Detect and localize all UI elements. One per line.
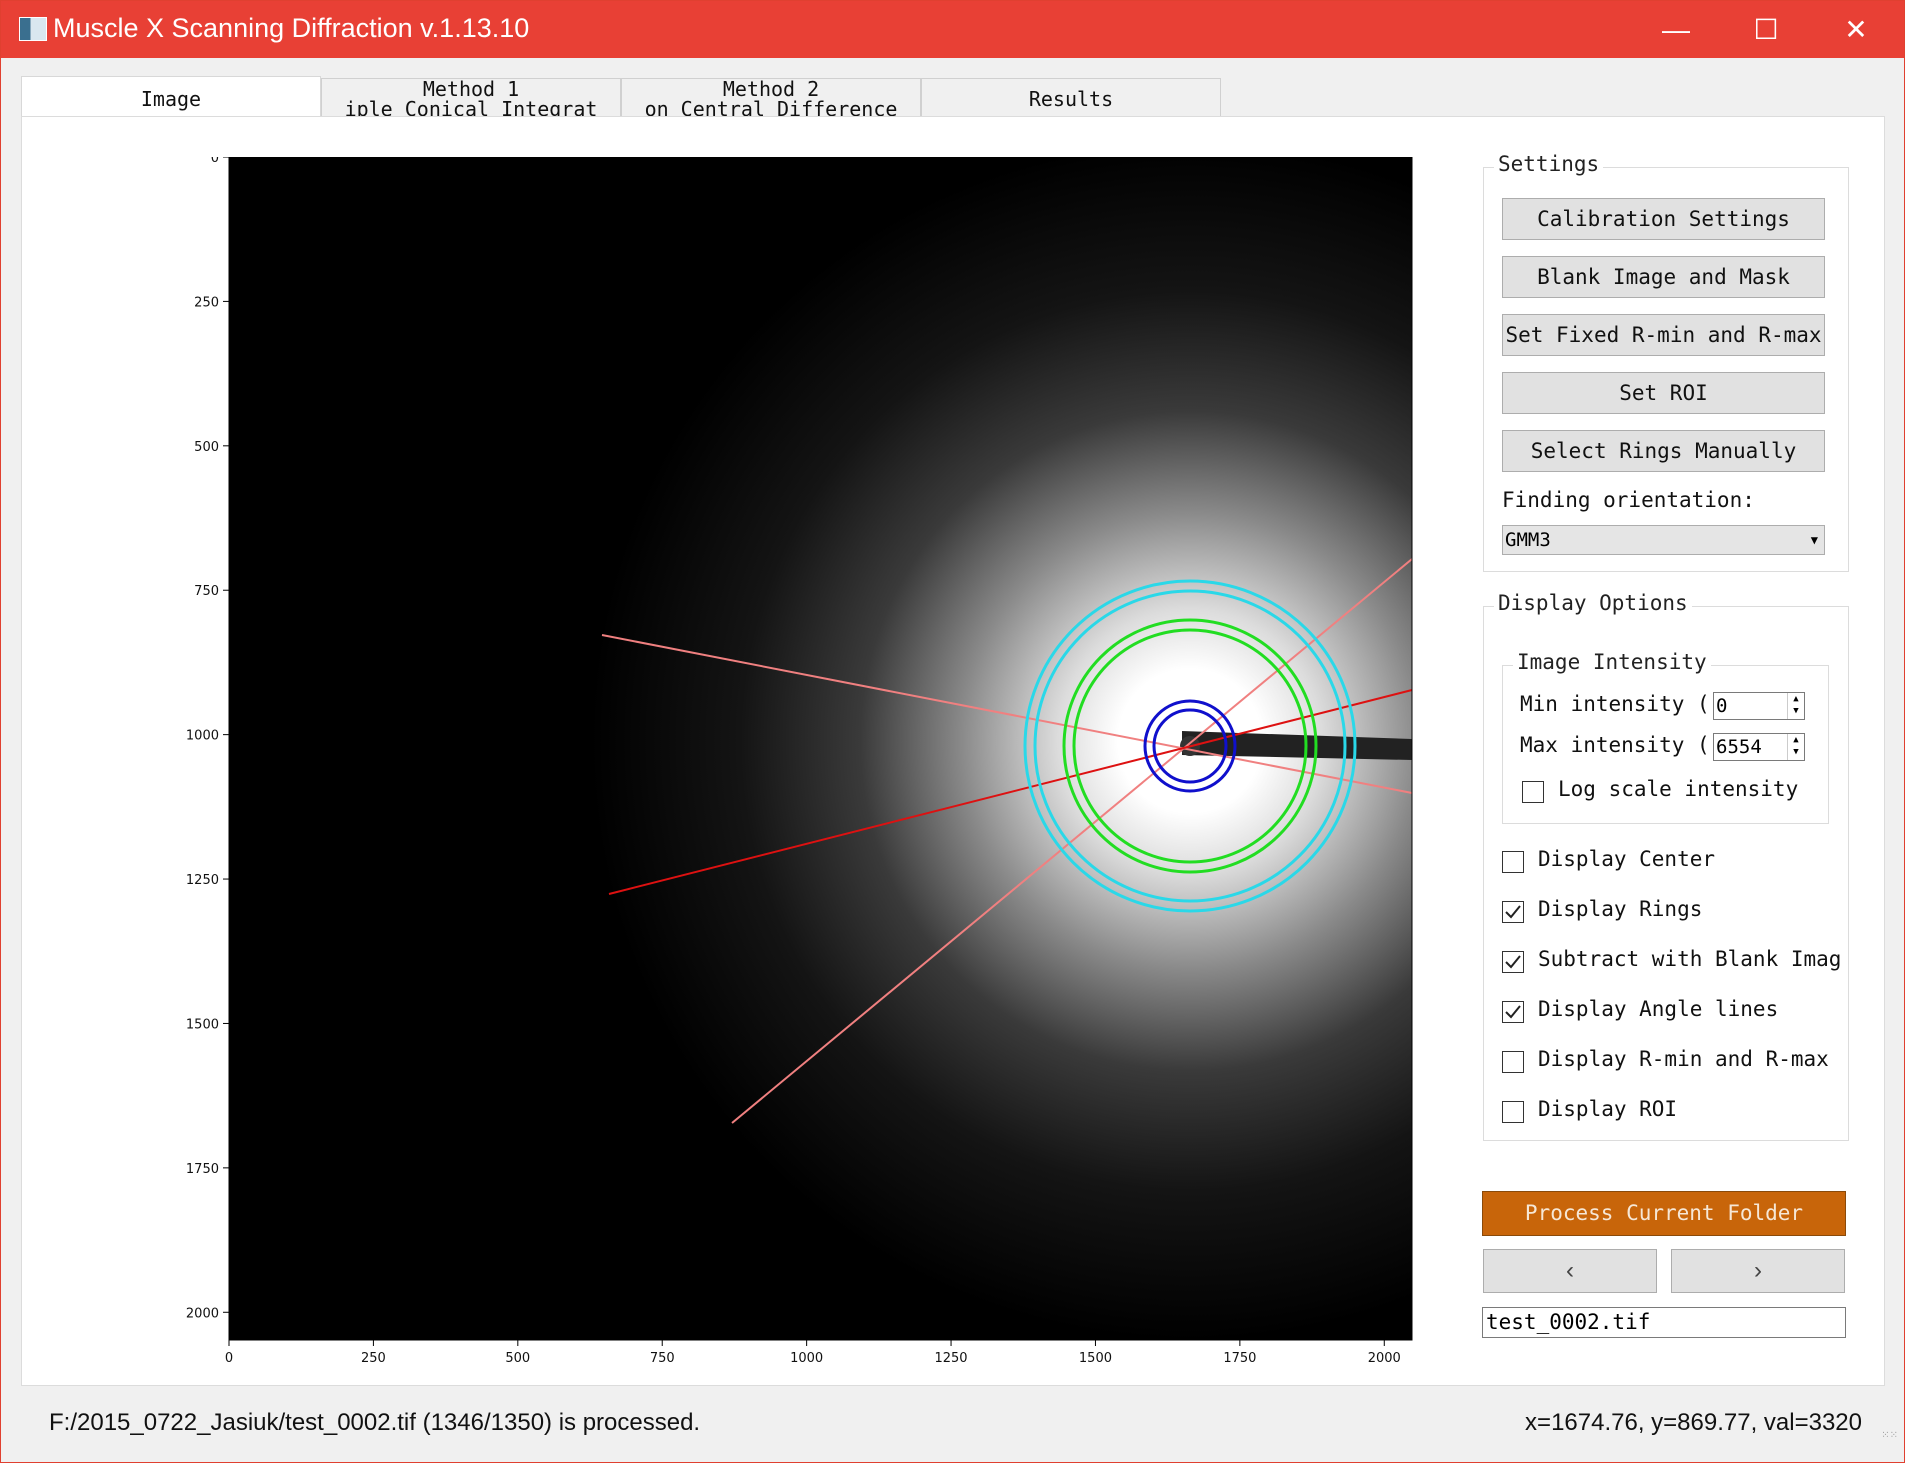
chevron-right-icon: › xyxy=(1754,1257,1762,1284)
y-tick-label: 2000 xyxy=(186,1306,219,1321)
max-intensity-value: 6554 xyxy=(1716,736,1762,758)
tab-image[interactable]: Image xyxy=(21,76,321,120)
status-message: F:/2015_0722_Jasiuk/test_0002.tif (1346/… xyxy=(49,1409,701,1436)
checkbox-box[interactable] xyxy=(1502,1001,1524,1023)
angle-line-side-1 xyxy=(601,634,1413,794)
checkbox-box[interactable] xyxy=(1502,851,1524,873)
display-rmin-rmax-label: Display R-min and R-max xyxy=(1538,1047,1829,1071)
x-tick-label: 1750 xyxy=(1223,1351,1256,1366)
checkbox-box[interactable] xyxy=(1522,781,1544,803)
y-tick-label: 1250 xyxy=(186,873,219,888)
display-options-group: Display Options Image Intensity Min inte… xyxy=(1483,591,1849,1141)
x-tick-label: 1500 xyxy=(1079,1351,1112,1366)
display-center-label: Display Center xyxy=(1538,847,1716,871)
y-tick-label: 750 xyxy=(194,584,219,599)
finding-orientation-label: Finding orientation: xyxy=(1502,488,1755,512)
tab-method-2-label: Method 2 xyxy=(722,78,820,101)
angle-line-side-2 xyxy=(731,558,1413,1124)
y-tick-label: 1500 xyxy=(186,1017,219,1032)
x-tick-label: 750 xyxy=(650,1351,675,1366)
min-intensity-label: Min intensity (( xyxy=(1520,692,1711,716)
display-roi-label: Display ROI xyxy=(1538,1097,1678,1121)
spin-arrows-icon[interactable]: ▲ ▼ xyxy=(1787,693,1804,719)
chevron-left-icon: ‹ xyxy=(1566,1257,1574,1284)
ring-inner-2 xyxy=(1152,708,1228,784)
filename-field[interactable]: test_0002.tif xyxy=(1482,1307,1846,1338)
y-tick-label: 1000 xyxy=(186,729,219,744)
angle-line-main xyxy=(608,689,1413,895)
tab-method-2[interactable]: Method 2 on Central Difference xyxy=(621,78,921,118)
settings-title: Settings xyxy=(1494,152,1604,176)
display-angle-lines-label: Display Angle lines xyxy=(1538,997,1779,1021)
x-tick-label: 250 xyxy=(361,1351,386,1366)
checkmark-icon xyxy=(1505,955,1521,969)
app-icon xyxy=(19,17,47,41)
tab-method-1-label: Method 1 xyxy=(422,78,520,101)
calibration-settings-button[interactable]: Calibration Settings xyxy=(1502,198,1825,240)
blank-image-mask-button[interactable]: Blank Image and Mask xyxy=(1502,256,1825,298)
max-intensity-label: Max intensity (( xyxy=(1520,733,1711,757)
tab-method-2-sublabel: on Central Difference xyxy=(644,97,898,118)
subtract-blank-label: Subtract with Blank Imag xyxy=(1538,947,1842,971)
min-intensity-input[interactable]: 0 ▲ ▼ xyxy=(1713,692,1805,720)
y-tick-label: 250 xyxy=(194,295,219,310)
x-tick-label: 0 xyxy=(225,1351,233,1366)
spin-arrows-icon[interactable]: ▲ ▼ xyxy=(1787,734,1804,760)
display-options-title: Display Options xyxy=(1494,591,1692,615)
diffraction-image-plot[interactable]: 0 250 500 750 1000 1250 1500 1750 2000 0 250 500 75… xyxy=(172,157,1422,1387)
tab-results-label: Results xyxy=(1028,87,1114,111)
settings-group: Settings Calibration Settings Blank Imag… xyxy=(1483,152,1849,572)
cursor-readout: x=1674.76, y=869.77, val=3320 xyxy=(1525,1409,1862,1436)
title-bar: Muscle X Scanning Diffraction v.1.13.10 … xyxy=(1,1,1904,58)
ring-middle-1 xyxy=(1062,618,1318,874)
chevron-down-icon: ▼ xyxy=(1810,533,1818,547)
checkbox-box[interactable] xyxy=(1502,1101,1524,1123)
checkbox-box[interactable] xyxy=(1502,901,1524,923)
x-tick-label: 500 xyxy=(505,1351,530,1366)
set-fixed-rmin-rmax-button[interactable]: Set Fixed R-min and R-max xyxy=(1502,314,1825,356)
status-bar: F:/2015_0722_Jasiuk/test_0002.tif (1346/… xyxy=(1,1399,1904,1449)
prev-image-button[interactable]: ‹ xyxy=(1483,1249,1657,1293)
x-axis: 0 250 500 750 1000 1250 1500 1750 2000 xyxy=(225,1340,1401,1366)
tab-method-1-sublabel: iple Conical Integrat xyxy=(344,97,598,118)
close-button[interactable]: ✕ xyxy=(1844,14,1868,45)
ring-inner-1 xyxy=(1143,699,1237,793)
ring-outer-1 xyxy=(1023,579,1357,913)
maximize-button[interactable]: ☐ xyxy=(1753,14,1779,45)
display-rings-label: Display Rings xyxy=(1538,897,1703,921)
tab-results[interactable]: Results xyxy=(921,78,1221,118)
set-roi-button[interactable]: Set ROI xyxy=(1502,372,1825,414)
checkmark-icon xyxy=(1505,1005,1521,1019)
resize-grip-icon[interactable]: ⁙⁙ xyxy=(1881,1430,1898,1441)
finding-orientation-select[interactable]: GMM3 ▼ xyxy=(1502,525,1825,555)
y-tick-label: 500 xyxy=(194,440,219,455)
x-tick-label: 1250 xyxy=(934,1351,967,1366)
min-intensity-value: 0 xyxy=(1716,695,1728,717)
image-intensity-group: Image Intensity Min intensity (( 0 ▲ ▼ Ma… xyxy=(1502,650,1829,824)
next-image-button[interactable]: › xyxy=(1671,1249,1845,1293)
select-rings-manually-button[interactable]: Select Rings Manually xyxy=(1502,430,1825,472)
max-intensity-input[interactable]: 6554 ▲ ▼ xyxy=(1713,733,1805,761)
minimize-button[interactable]: — xyxy=(1662,14,1690,45)
window-title: Muscle X Scanning Diffraction v.1.13.10 xyxy=(53,13,530,43)
ring-outer-2 xyxy=(1033,589,1347,903)
log-scale-label: Log scale intensity xyxy=(1558,777,1799,801)
y-axis: 0 250 500 750 1000 1250 1500 1750 2000 xyxy=(186,157,229,1321)
y-tick-label: 1750 xyxy=(186,1162,219,1177)
tab-image-label: Image xyxy=(140,87,202,111)
image-intensity-title: Image Intensity xyxy=(1513,650,1711,674)
checkbox-box[interactable] xyxy=(1502,1051,1524,1073)
image-tab-page: 0 250 500 750 1000 1250 1500 1750 2000 0 250 500 75… xyxy=(21,116,1885,1386)
checkbox-box[interactable] xyxy=(1502,951,1524,973)
process-current-folder-button[interactable]: Process Current Folder xyxy=(1482,1191,1846,1236)
ring-middle-2 xyxy=(1072,628,1308,864)
y-tick-label: 0 xyxy=(211,157,219,166)
x-tick-label: 1000 xyxy=(790,1351,823,1366)
checkmark-icon xyxy=(1505,905,1521,919)
x-tick-label: 2000 xyxy=(1368,1351,1401,1366)
finding-orientation-value: GMM3 xyxy=(1505,529,1551,551)
tab-method-1[interactable]: Method 1 iple Conical Integrat xyxy=(321,78,621,118)
